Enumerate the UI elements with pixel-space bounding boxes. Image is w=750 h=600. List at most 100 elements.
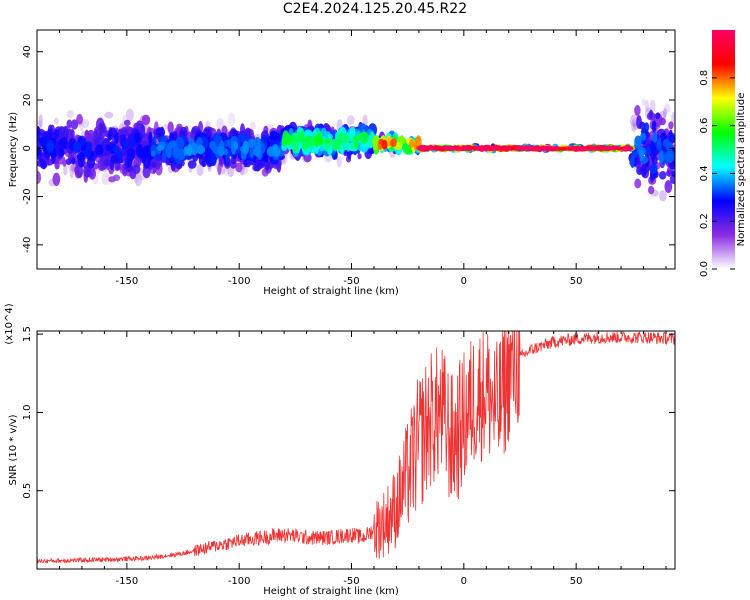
spectrogram-cell — [644, 146, 652, 158]
colorbar-tick-label: 0.0 — [699, 261, 710, 277]
spectrogram-cell — [66, 119, 73, 129]
spectrogram-cell — [46, 140, 54, 153]
colorbar-label: Normalized spectral amplitude — [736, 93, 747, 247]
spectrogram-cell — [651, 120, 657, 133]
spectrogram-cell — [381, 139, 388, 150]
spectrogram-cell — [668, 121, 674, 130]
spectrogram-cell — [98, 122, 103, 137]
spectrogram-cell — [103, 159, 111, 167]
spectrogram-cell — [58, 148, 65, 158]
spectrogram-cell — [210, 154, 217, 166]
spectrogram-cell — [630, 155, 635, 169]
spectrogram-cell — [665, 150, 675, 164]
spectrogram-cell — [419, 145, 426, 151]
top-frame — [36, 29, 676, 270]
spectrogram-cell — [53, 128, 60, 139]
chart-title: C2E4.2024.125.20.45.R22 — [282, 1, 468, 17]
spectrogram-cell — [346, 115, 355, 126]
spectrogram-cell — [230, 157, 237, 165]
colorbar-gradient — [712, 30, 735, 269]
spectrogram-cell — [135, 143, 144, 158]
spectrogram-cell — [659, 117, 666, 126]
spectrogram-cell — [516, 146, 524, 152]
top-ytick-label: 40 — [22, 45, 33, 58]
spectrogram-cell — [66, 110, 74, 119]
spectrogram-cell — [306, 134, 312, 143]
spectrogram-cell — [63, 164, 68, 176]
spectrogram-cell — [161, 150, 167, 163]
spectrogram-cell — [316, 136, 323, 145]
spectrogram-cell — [132, 164, 141, 174]
bot-xtick-label: -100 — [228, 576, 251, 587]
spectrogram-cell — [242, 140, 250, 155]
spectrogram-cell — [217, 145, 225, 157]
spectrogram-cell — [74, 166, 79, 175]
spectrogram-cell — [114, 131, 119, 144]
spectrogram-cell — [272, 144, 279, 151]
spectrogram-cell — [142, 155, 151, 169]
spectrogram-cell — [247, 138, 256, 149]
spectrogram-cell — [668, 133, 675, 143]
spectrogram-cell — [650, 151, 656, 161]
spectrogram-cell — [634, 105, 641, 116]
bot-ytick-label: 1.5 — [22, 326, 33, 342]
spectrogram-cell — [429, 145, 434, 151]
spectrogram-cell — [639, 149, 644, 162]
top-xtick-label: 50 — [570, 276, 583, 287]
spectrogram-cell — [460, 145, 467, 151]
top-xtick-label: 0 — [461, 276, 467, 287]
spectrogram-cell — [160, 135, 168, 142]
top-ytick-label: 0 — [22, 145, 33, 151]
snr-series-line — [37, 331, 675, 564]
spectrogram-cell — [249, 121, 256, 131]
spectrogram-cell — [671, 170, 675, 177]
bot-xtick-label: -50 — [343, 576, 359, 587]
spectrogram-cell — [107, 132, 112, 141]
bot-xtick-label: 0 — [461, 576, 467, 587]
spectrogram-cell — [196, 164, 204, 176]
spectrogram-cell — [663, 103, 671, 114]
spectrogram-cell — [71, 157, 76, 165]
spectrogram-cell — [72, 141, 82, 154]
spectrogram-panel: -150 -100 -50 0 50 -40 -20 0 20 40 Height of strai… — [8, 29, 676, 297]
spectrogram-cell — [128, 147, 136, 160]
spectrogram-cell — [658, 150, 664, 164]
spectrogram-cell — [503, 145, 508, 151]
spectrogram-cell — [649, 99, 656, 112]
spectrogram-cell — [87, 141, 93, 150]
spectrogram-cell — [655, 112, 661, 120]
spectrogram-cell — [640, 132, 647, 141]
spectrogram-cell — [354, 135, 359, 150]
spectrogram-cell — [295, 132, 302, 143]
spectrogram-cell — [54, 161, 60, 170]
spectrogram-cell — [148, 131, 153, 144]
top-xtick-label: -150 — [116, 276, 139, 287]
spectrogram-cell — [599, 145, 606, 150]
top-ylabel: Frequency (Hz) — [8, 112, 19, 188]
spectrogram-cell — [123, 119, 131, 126]
spectrogram-cell — [172, 145, 180, 159]
bot-frame — [36, 330, 676, 570]
spectrogram-cell — [506, 145, 512, 151]
spectrogram-cell — [648, 109, 654, 120]
spectrogram-cell — [150, 150, 156, 157]
spectrogram-cell — [644, 100, 649, 112]
spectrogram-cell — [623, 145, 630, 151]
spectrogram-cell — [545, 145, 553, 151]
spectrogram-cell — [65, 158, 72, 166]
spectrogram-cell — [223, 168, 230, 176]
spectrogram-cell — [359, 131, 369, 144]
spectrogram-cell — [454, 146, 463, 152]
spectrogram-cell — [664, 180, 673, 193]
spectrogram-cell — [443, 145, 453, 151]
spectrogram-cell — [163, 123, 168, 130]
spectrogram-cell — [640, 163, 647, 178]
bot-xtick-label: -150 — [116, 576, 139, 587]
spectrogram-cell — [665, 141, 673, 151]
spectrogram-cell — [52, 172, 61, 186]
spectrogram-cell — [560, 146, 567, 151]
bot-xtick-label: 50 — [570, 576, 583, 587]
colorbar-tick-label: 0.8 — [699, 70, 710, 86]
bot-xlabel: Height of straight line (km) — [263, 586, 399, 597]
